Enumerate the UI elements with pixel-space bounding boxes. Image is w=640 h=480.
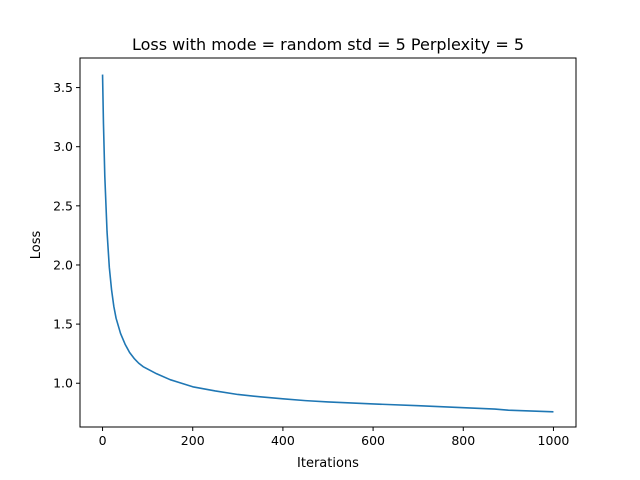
x-tick-label: 0	[99, 433, 107, 448]
x-tick-label: 200	[181, 433, 205, 448]
x-tick-label: 400	[271, 433, 295, 448]
y-axis-label: Loss	[29, 231, 44, 260]
y-tick-label: 2.0	[53, 257, 73, 272]
chart-title: Loss with mode = random std = 5 Perplexi…	[132, 35, 524, 54]
plot-frame	[79, 57, 577, 428]
y-tick-label: 2.5	[53, 198, 73, 213]
y-tick-label: 1.5	[53, 317, 73, 332]
y-tick-label: 1.0	[53, 376, 73, 391]
y-tick-label: 3.0	[53, 139, 73, 154]
x-axis: 0 200 400 600 800 1000	[99, 427, 570, 448]
loss-series-line	[101, 74, 554, 413]
x-tick-label: 600	[361, 433, 385, 448]
y-tick-label: 3.5	[53, 80, 73, 95]
x-tick-label: 1000	[538, 433, 570, 448]
plot-area	[101, 74, 554, 413]
y-axis: 1.0 1.5 2.0 2.5 3.0 3.5	[53, 80, 80, 391]
x-axis-label: Iterations	[297, 456, 359, 471]
x-tick-label: 800	[451, 433, 475, 448]
